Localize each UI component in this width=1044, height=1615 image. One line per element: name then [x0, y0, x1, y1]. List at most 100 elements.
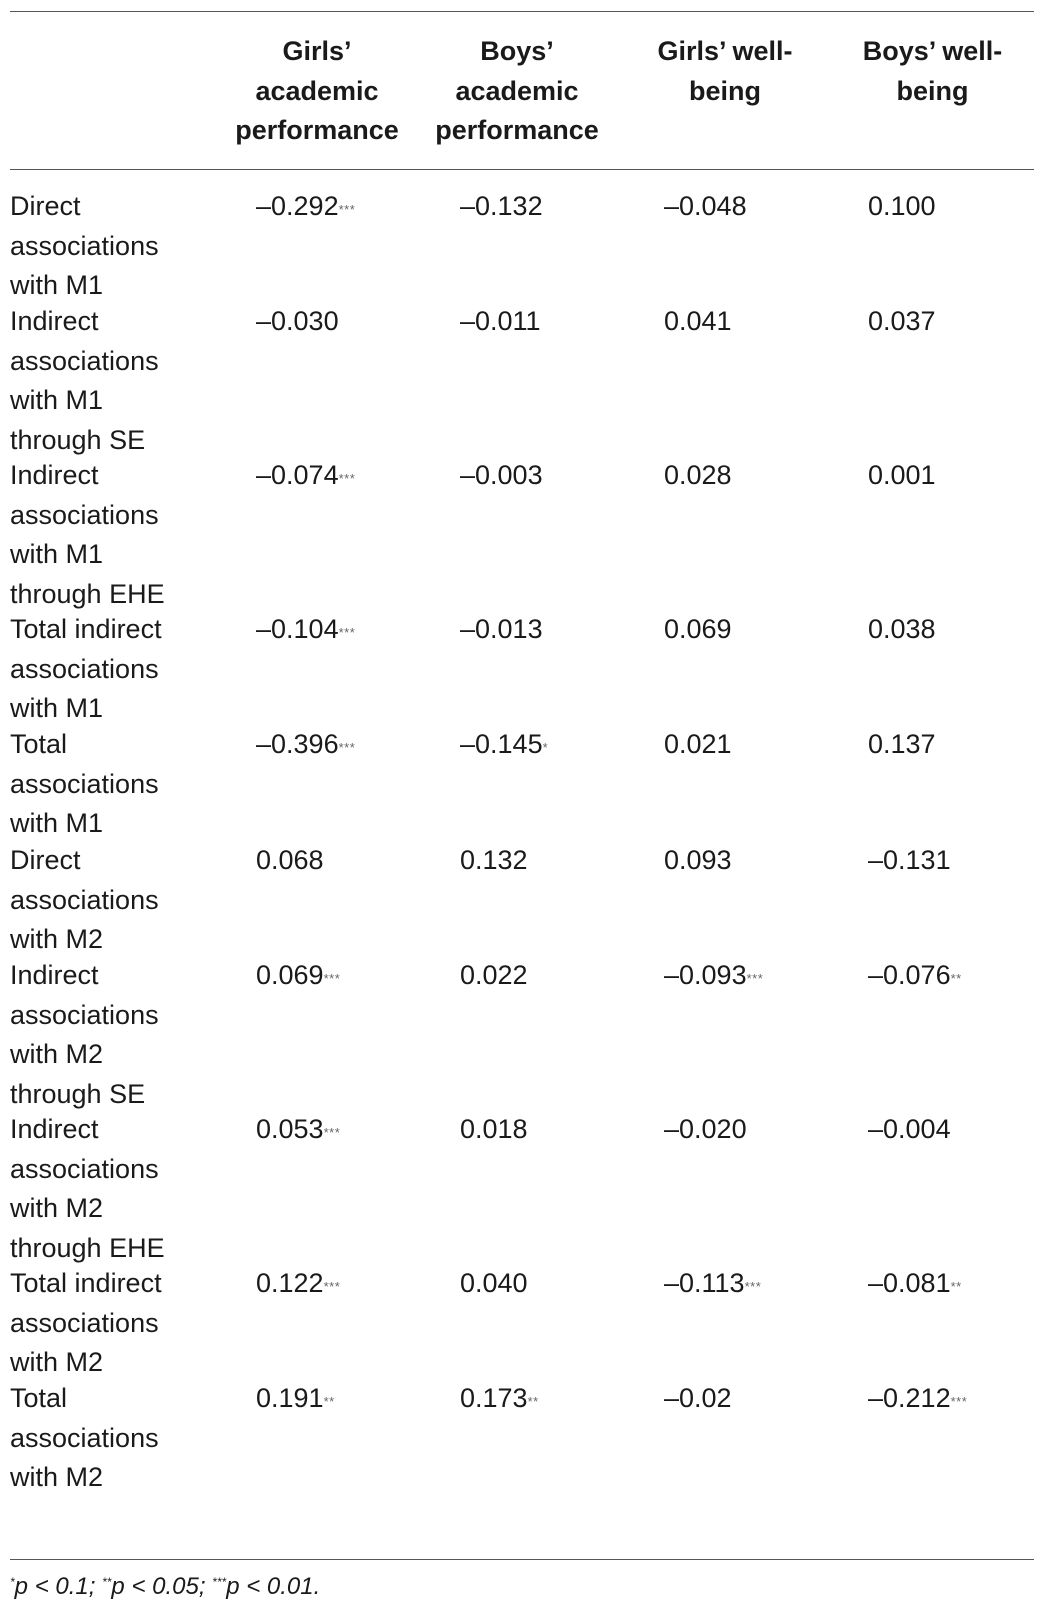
table-cell: –0.145*	[460, 725, 548, 765]
table-cell: –0.02	[664, 1379, 732, 1419]
cell-value: –0.396	[256, 729, 339, 759]
footnote-marker: ***	[212, 1575, 227, 1589]
table-cell: 0.021	[664, 725, 732, 765]
cell-value: 0.037	[868, 306, 936, 336]
table-cell: 0.001	[868, 456, 936, 496]
significance-marker: *	[542, 740, 549, 755]
significance-marker: **	[323, 1394, 335, 1409]
cell-value: –0.292	[256, 191, 339, 221]
footnote-text: p < 0.01.	[226, 1573, 321, 1600]
cell-value: 0.069	[664, 614, 732, 644]
cell-value: –0.030	[256, 306, 339, 336]
footnote-text: p < 0.05;	[111, 1573, 213, 1600]
row-label: Indirect associations with M2 through EH…	[10, 1114, 165, 1263]
cell-value: 0.021	[664, 729, 732, 759]
table-cell: 0.041	[664, 302, 732, 342]
significance-marker: **	[950, 1279, 962, 1294]
row-label: Total indirect associations with M2	[10, 1268, 162, 1377]
cell-value: 0.028	[664, 460, 732, 490]
table-header-rule	[10, 169, 1034, 170]
table-cell: 0.028	[664, 456, 732, 496]
cell-value: –0.145	[460, 729, 543, 759]
cell-value: 0.122	[256, 1268, 324, 1298]
cell-value: 0.038	[868, 614, 936, 644]
cell-value: –0.081	[868, 1268, 951, 1298]
cell-value: 0.173	[460, 1383, 528, 1413]
cell-value: –0.02	[664, 1383, 732, 1413]
footnote-marker: *	[10, 1575, 15, 1589]
cell-value: 0.068	[256, 845, 324, 875]
table-cell: –0.048	[664, 187, 747, 227]
table-cell: 0.018	[460, 1110, 528, 1150]
table-cell: –0.131	[868, 841, 951, 881]
significance-marker: **	[950, 971, 962, 986]
cell-value: –0.212	[868, 1383, 951, 1413]
table-cell: 0.132	[460, 841, 528, 881]
table-cell: 0.069***	[256, 956, 340, 996]
cell-value: –0.074	[256, 460, 339, 490]
row-label: Total associations with M1	[10, 729, 159, 838]
cell-value: –0.013	[460, 614, 543, 644]
table-cell: 0.100	[868, 187, 936, 227]
cell-value: –0.104	[256, 614, 339, 644]
significance-marker: ***	[323, 1279, 341, 1294]
cell-value: 0.053	[256, 1114, 324, 1144]
table-cell: –0.004	[868, 1110, 951, 1150]
column-header-girls-academic: Girls’ academic performance	[235, 36, 399, 145]
cell-value: 0.132	[460, 845, 528, 875]
table-cell: –0.132	[460, 187, 543, 227]
row-label: Direct associations with M1	[10, 191, 159, 300]
table-cell: –0.030	[256, 302, 339, 342]
table-top-rule	[10, 11, 1034, 12]
cell-value: 0.100	[868, 191, 936, 221]
table-cell: 0.038	[868, 610, 936, 650]
table-cell: 0.069	[664, 610, 732, 650]
table-cell: –0.074***	[256, 456, 355, 496]
row-label: Total indirect associations with M1	[10, 614, 162, 723]
table-cell: 0.137	[868, 725, 936, 765]
table-cell: –0.113***	[664, 1264, 761, 1304]
row-label: Indirect associations with M1 through SE	[10, 306, 159, 455]
table-cell: –0.396***	[256, 725, 355, 765]
significance-marker: ***	[744, 1279, 762, 1294]
column-header-boys-wellbeing: Boys’ well-being	[862, 36, 1003, 106]
cell-value: 0.093	[664, 845, 732, 875]
significance-marker: ***	[950, 1394, 968, 1409]
footnote-text: p < 0.1;	[14, 1573, 103, 1600]
cell-value: –0.048	[664, 191, 747, 221]
cell-value: 0.137	[868, 729, 936, 759]
table-cell: –0.081**	[868, 1264, 962, 1304]
cell-value: 0.022	[460, 960, 528, 990]
significance-marker: ***	[746, 971, 764, 986]
cell-value: –0.004	[868, 1114, 951, 1144]
table-cell: –0.104***	[256, 610, 355, 650]
cell-value: –0.131	[868, 845, 951, 875]
table-cell: –0.013	[460, 610, 543, 650]
column-header-boys-academic: Boys’ academic performance	[435, 36, 599, 145]
table-cell: –0.093***	[664, 956, 763, 996]
cell-value: 0.001	[868, 460, 936, 490]
cell-value: –0.132	[460, 191, 543, 221]
table-cell: 0.022	[460, 956, 528, 996]
table-cell: 0.053***	[256, 1110, 340, 1150]
table-cell: –0.076**	[868, 956, 962, 996]
significance-marker: **	[527, 1394, 539, 1409]
cell-value: –0.113	[664, 1268, 745, 1298]
significance-marker: ***	[338, 202, 356, 217]
table-bottom-rule	[10, 1559, 1034, 1560]
table-cell: 0.122***	[256, 1264, 340, 1304]
row-label: Direct associations with M2	[10, 845, 159, 954]
significance-marker: ***	[338, 740, 356, 755]
column-header-girls-wellbeing: Girls’ well-being	[657, 36, 793, 106]
table-cell: 0.173**	[460, 1379, 539, 1419]
cell-value: 0.040	[460, 1268, 528, 1298]
table-cell: 0.037	[868, 302, 936, 342]
cell-value: –0.011	[460, 306, 541, 336]
table-cell: 0.093	[664, 841, 732, 881]
row-label: Total associations with M2	[10, 1383, 159, 1492]
row-label: Indirect associations with M2 through SE	[10, 960, 159, 1109]
cell-value: 0.191	[256, 1383, 324, 1413]
table-cell: 0.191**	[256, 1379, 335, 1419]
table-cell: –0.020	[664, 1110, 747, 1150]
row-label: Indirect associations with M1 through EH…	[10, 460, 165, 609]
